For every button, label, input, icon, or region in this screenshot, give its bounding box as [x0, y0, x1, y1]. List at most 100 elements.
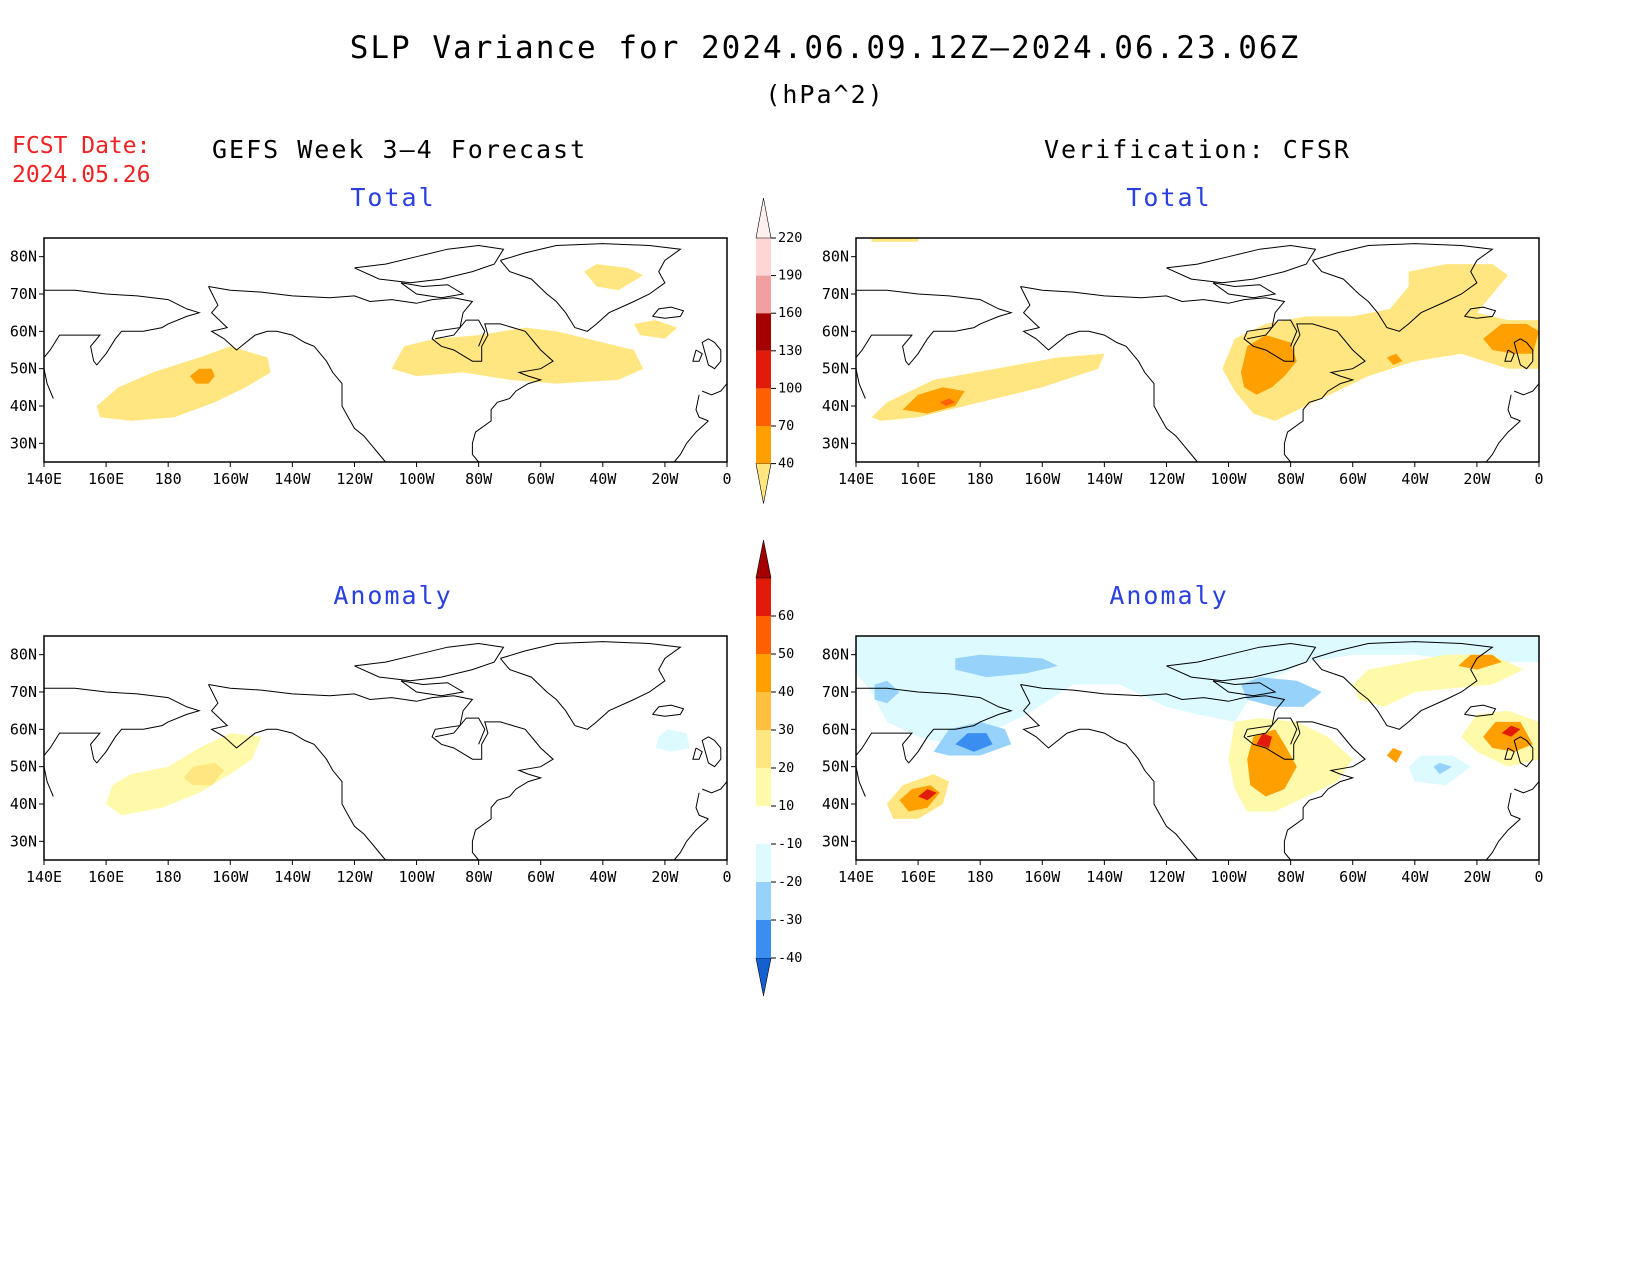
contour-fill — [183, 762, 225, 786]
coastline — [652, 704, 685, 717]
coastline — [354, 642, 505, 682]
lat-label: 30N — [10, 434, 37, 452]
contour-fill — [1458, 654, 1502, 670]
lat-label: 60N — [10, 720, 37, 738]
forecast-total-map: 140E 160E 180 160W 140W 120W 100W 80W 60W 40W 20W 0… — [10, 237, 732, 488]
contour-fill — [871, 238, 919, 242]
lon-label: 20W — [651, 470, 679, 488]
verification-header: Verification: CFSR — [1044, 135, 1351, 164]
forecast-total-title: Total — [350, 183, 436, 212]
lon-label: 60W — [527, 470, 555, 488]
coastline — [1507, 792, 1521, 820]
coastline — [652, 306, 685, 319]
colorbar-box — [756, 426, 771, 464]
lon-label: 120W — [336, 868, 373, 886]
coastline — [1507, 394, 1521, 422]
lon-label: 100W — [1210, 868, 1247, 886]
colorbar-label: -10 — [778, 836, 802, 852]
colorbar-box — [756, 806, 771, 844]
contour-fill — [1433, 762, 1453, 775]
lat-label: 80N — [822, 646, 849, 664]
lat-label: 40N — [10, 397, 37, 415]
lon-label: 20W — [651, 868, 679, 886]
colorbar-label: 30 — [778, 722, 794, 738]
lat-label: 50N — [10, 360, 37, 378]
contour-fill — [955, 654, 1058, 678]
colorbar-box — [756, 616, 771, 654]
map-frame — [855, 237, 1540, 463]
lon-label: 120W — [1148, 868, 1185, 886]
lon-label: 180 — [155, 868, 182, 886]
contour-fill — [1501, 725, 1521, 737]
contour-fill — [391, 327, 644, 384]
colorbar-box — [756, 768, 771, 806]
forecast-anomaly-map: 140E 160E 180 160W 140W 120W 100W 80W 60W 40W 20W 0… — [10, 635, 732, 886]
coastline — [208, 684, 386, 861]
coastline — [1513, 736, 1534, 768]
colorbar-label: 50 — [778, 646, 794, 662]
colorbar-label: 40 — [778, 456, 794, 472]
verif-total-title: Total — [1126, 183, 1212, 212]
anomaly-colorbar: -40 -30 -20 -10 10 20 30 40 50 60 — [755, 539, 802, 997]
coastline — [435, 319, 486, 347]
lat-label: 50N — [822, 360, 849, 378]
colorbar-label: 220 — [778, 230, 802, 246]
contour-fill — [1386, 353, 1403, 365]
lon-label: 160W — [212, 868, 249, 886]
lon-label: 0 — [722, 868, 731, 886]
lon-label: 0 — [1534, 868, 1543, 886]
lat-label: 40N — [822, 397, 849, 415]
lon-label: 60W — [1339, 470, 1367, 488]
coastline — [1166, 642, 1317, 682]
contour-fill — [1241, 335, 1297, 395]
colorbar-label: 70 — [778, 418, 794, 434]
fcst-date-value: 2024.05.26 — [12, 162, 151, 188]
colorbar-label: 100 — [778, 380, 802, 396]
colorbar-label: 10 — [778, 798, 794, 814]
coastline — [1247, 319, 1298, 347]
coastline — [1020, 286, 1198, 463]
lat-label: 70N — [10, 683, 37, 701]
lon-label: 40W — [1401, 868, 1429, 886]
lon-label: 140E — [26, 868, 62, 886]
lat-label: 40N — [10, 795, 37, 813]
lon-label: 120W — [336, 470, 373, 488]
lat-label: 30N — [822, 832, 849, 850]
contour-fill — [106, 733, 262, 816]
colorbar-label: 20 — [778, 760, 794, 776]
contour-fill — [1241, 677, 1322, 707]
contour-fill — [1483, 721, 1533, 752]
lon-label: 140E — [838, 470, 874, 488]
lon-label: 160W — [212, 470, 249, 488]
colorbar-box — [756, 844, 771, 882]
coastline — [435, 717, 486, 745]
colorbar-box — [756, 313, 771, 351]
coastline — [1166, 244, 1317, 284]
coastline — [1464, 704, 1497, 717]
coastline — [673, 818, 709, 861]
lat-label: 60N — [822, 322, 849, 340]
lon-label: 60W — [1339, 868, 1367, 886]
colorbar-box — [756, 578, 771, 616]
coastline — [43, 289, 201, 366]
lon-label: 80W — [1277, 868, 1305, 886]
colorbar-box — [756, 275, 771, 314]
lon-label: 0 — [722, 470, 731, 488]
colorbar-box — [756, 238, 771, 276]
coastline — [1504, 747, 1515, 760]
contour-fill — [1386, 748, 1403, 763]
lat-label: 40N — [822, 795, 849, 813]
lon-label: 40W — [589, 868, 617, 886]
lat-label: 80N — [10, 248, 37, 266]
contour-fill — [955, 733, 993, 752]
colorbar-box — [756, 730, 771, 768]
contour-fill — [874, 680, 900, 704]
coastline — [43, 687, 201, 764]
map-frame — [855, 635, 1540, 861]
map-frame — [43, 635, 728, 861]
lon-label: 80W — [465, 470, 493, 488]
coastline — [855, 289, 1013, 366]
coastline — [1514, 383, 1540, 396]
coastline — [500, 641, 682, 730]
lon-label: 180 — [155, 470, 182, 488]
